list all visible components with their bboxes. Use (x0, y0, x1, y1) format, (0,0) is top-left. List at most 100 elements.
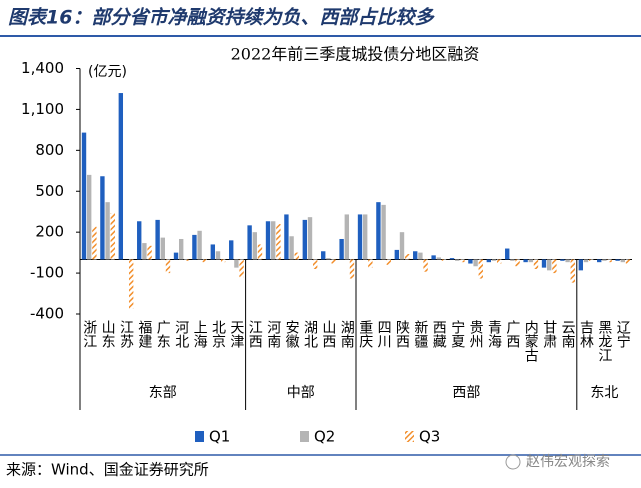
x-tick-label: 辽宁 (615, 320, 631, 348)
x-tick-label: 广东 (155, 320, 171, 348)
figure-title: 图表16：部分省市净融资持续为负、西部占比较多 (8, 7, 435, 29)
bar (528, 259, 533, 263)
bar (257, 244, 263, 260)
x-tick-label: 山东 (100, 320, 116, 348)
x-tick-label: 江苏 (118, 320, 134, 349)
bar (441, 259, 447, 261)
bar (455, 259, 460, 261)
legend-label: Q3 (419, 428, 440, 446)
bar (381, 204, 386, 260)
bar (418, 252, 423, 260)
x-tick-label: 西藏 (431, 320, 447, 348)
y-tick-label: 1,400 (21, 59, 64, 77)
bar (349, 259, 355, 279)
bar (331, 259, 336, 264)
bar (565, 259, 570, 263)
bar (147, 245, 152, 260)
bar (413, 251, 418, 260)
bar (210, 244, 216, 260)
bar (583, 259, 589, 263)
x-tick-label: 湖南 (339, 320, 355, 348)
x-tick-label: 黑龙江 (596, 320, 612, 362)
bar (344, 214, 349, 260)
x-tick-label: 青海 (486, 320, 502, 348)
bar (625, 259, 631, 264)
group-label: 西部 (452, 385, 480, 401)
bar (431, 255, 436, 260)
bar (436, 257, 441, 260)
bar (118, 93, 124, 260)
bar (449, 258, 455, 260)
bar (560, 259, 565, 261)
bar (552, 259, 557, 274)
bar (92, 226, 97, 260)
bar (321, 251, 326, 260)
bar (423, 259, 428, 272)
x-tick-label: 安徽 (284, 320, 300, 348)
x-tick-label: 山西 (320, 320, 336, 348)
bar (541, 259, 547, 268)
bar (602, 259, 607, 261)
bar (173, 252, 179, 260)
bar (312, 259, 318, 269)
bar (533, 259, 539, 269)
bar (376, 202, 381, 260)
legend-label: Q1 (209, 428, 230, 446)
x-tick-label: 甘肃 (541, 320, 557, 348)
legend-swatch (405, 431, 414, 442)
bar (137, 221, 142, 260)
bar (357, 214, 363, 260)
x-tick-label: 广西 (504, 320, 520, 348)
bar (368, 259, 373, 268)
bar (460, 259, 465, 263)
bar (294, 252, 299, 260)
bar (289, 236, 294, 260)
x-tick-label: 北京 (210, 320, 226, 348)
y-axis-label: (亿元) (88, 64, 127, 80)
source: 来源：Wind、国金证券研究所 (6, 461, 209, 479)
group-label: 中部 (287, 385, 315, 401)
bar (202, 259, 207, 263)
bar (468, 259, 473, 264)
bar (588, 259, 594, 261)
bar (142, 243, 147, 260)
bar (547, 259, 552, 271)
bar (597, 259, 602, 263)
bar (394, 249, 400, 260)
bar (491, 259, 497, 261)
bar (515, 259, 520, 267)
bar (302, 219, 308, 260)
bar (284, 214, 289, 260)
x-tick-label: 吉林 (578, 320, 594, 348)
group-label: 东部 (149, 385, 177, 401)
x-tick-label: 福建 (136, 320, 152, 349)
bar (339, 238, 344, 260)
x-tick-label: 上海 (192, 320, 208, 348)
bar (326, 258, 331, 260)
bar (215, 251, 221, 260)
x-tick-label: 四川 (376, 320, 392, 348)
x-tick-label: 陕西 (394, 320, 410, 348)
legend-swatch (195, 431, 204, 442)
x-tick-label: 贵州 (468, 320, 484, 348)
bar (523, 259, 528, 263)
bar (386, 259, 391, 265)
bar (607, 259, 612, 263)
y-tick-label: -100 (30, 264, 64, 282)
group-label: 东北 (590, 385, 618, 401)
bar (234, 259, 239, 268)
bar (110, 213, 115, 260)
x-tick-label: 天津 (228, 320, 244, 348)
x-tick-label: 江西 (247, 320, 263, 348)
y-tick-label: 1,100 (21, 100, 64, 118)
bar (404, 253, 410, 260)
x-tick-label: 河北 (173, 320, 189, 349)
bar (192, 234, 197, 260)
bar (229, 240, 234, 260)
bar (81, 132, 87, 260)
bar (247, 225, 252, 260)
y-tick-label: 200 (35, 223, 64, 241)
y-tick-label: 500 (35, 182, 64, 200)
x-tick-label: 湖北 (302, 320, 318, 349)
y-tick-label: -400 (30, 305, 64, 323)
